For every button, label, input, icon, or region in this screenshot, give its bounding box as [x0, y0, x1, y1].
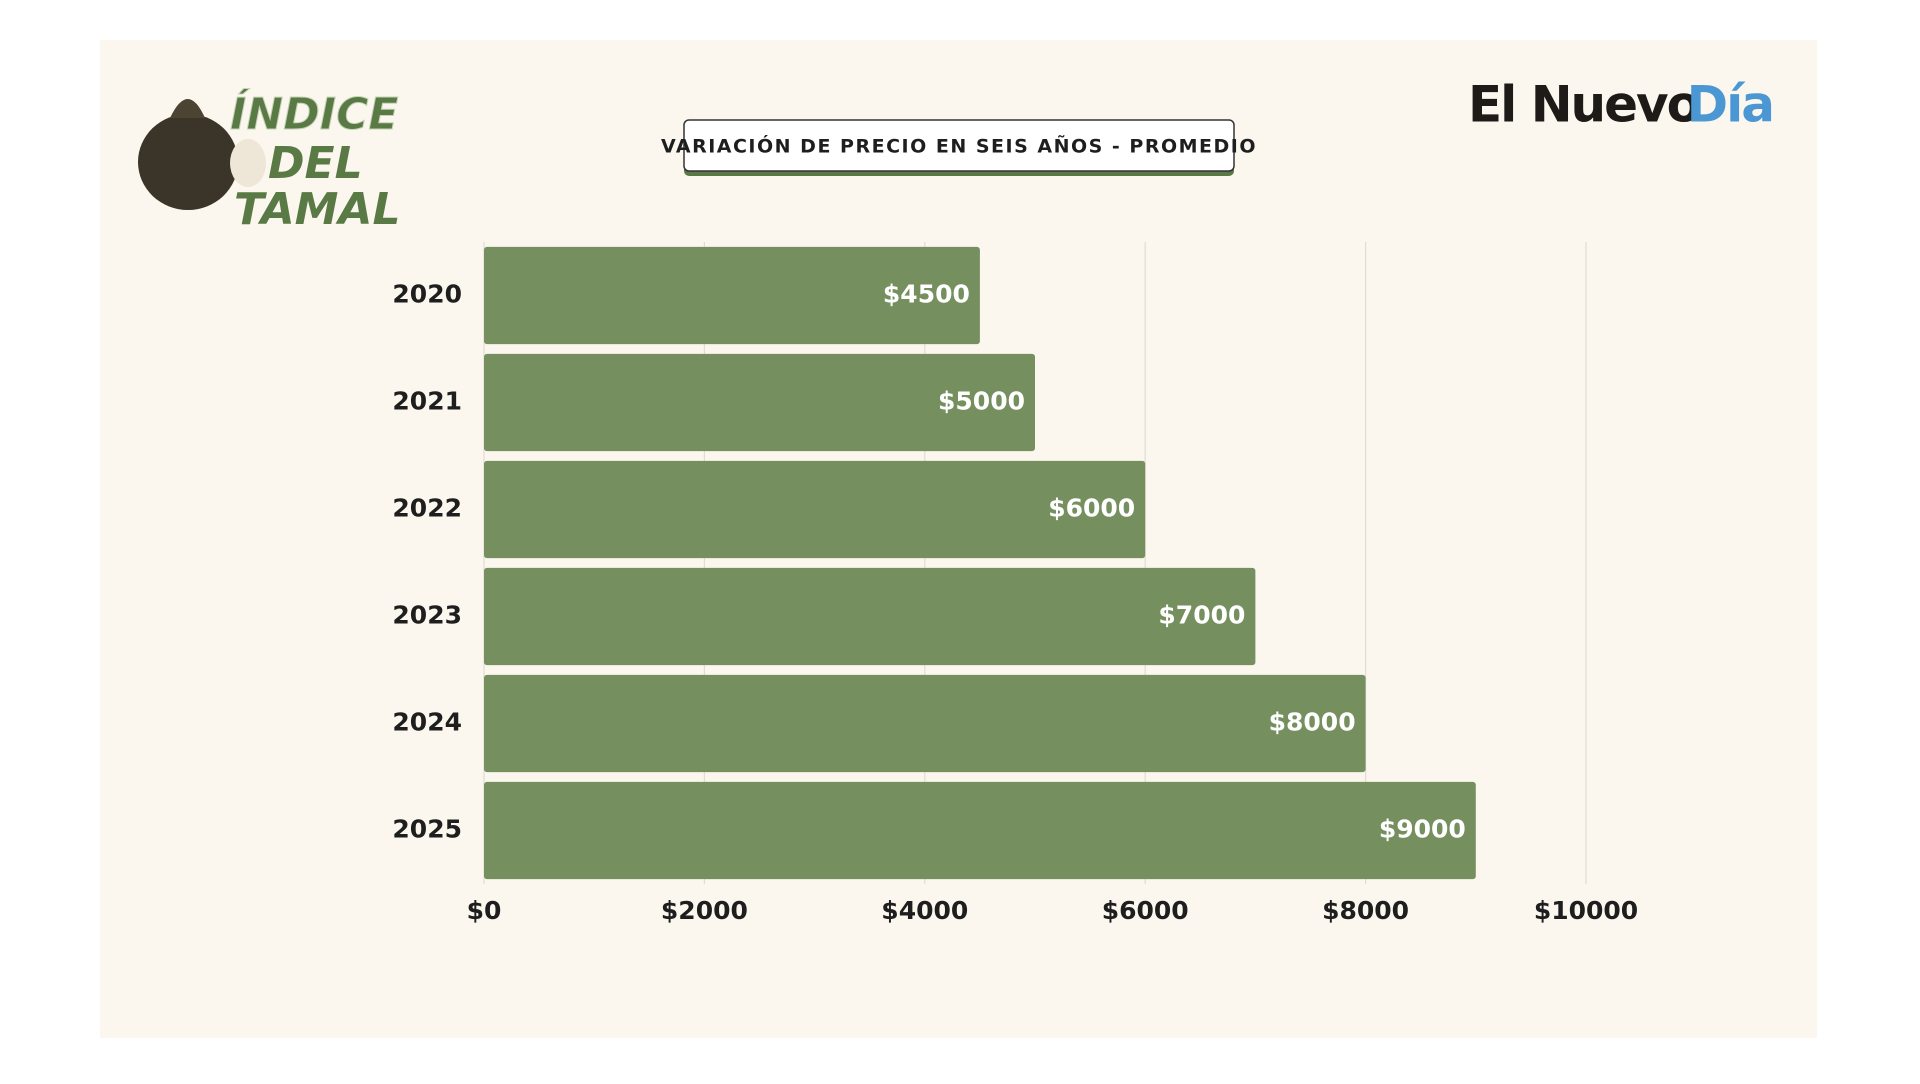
logo: ÍNDICE DEL TAMAL: [230, 87, 401, 236]
value-label: $6000: [1048, 494, 1135, 523]
brand: El Nuevo: [1468, 76, 1700, 134]
y-tick-label: 2022: [392, 494, 462, 523]
x-tick-label: $0: [467, 896, 502, 925]
x-tick-label: $6000: [1102, 896, 1189, 925]
bar: [484, 246, 980, 345]
chart-title: VARIACIÓN DE PRECIO EN SEIS AÑOS - PROME…: [661, 134, 1257, 158]
logo-line: ÍNDICE: [230, 87, 398, 140]
bar: [484, 567, 1256, 666]
x-tick-label: $8000: [1322, 896, 1409, 925]
value-label: $7000: [1158, 601, 1245, 630]
y-tick-label: 2020: [392, 280, 462, 309]
y-tick-label: 2025: [392, 815, 462, 844]
logo-line: DEL: [268, 138, 363, 189]
tamal-icon: [138, 99, 266, 210]
y-tick-label: 2024: [392, 708, 462, 737]
value-label: $8000: [1269, 708, 1356, 737]
y-tick-label: 2023: [392, 601, 462, 630]
value-label: $5000: [938, 387, 1025, 416]
value-label: $4500: [883, 280, 970, 309]
bar: [484, 353, 1035, 452]
value-label: $9000: [1379, 815, 1466, 844]
x-tick-label: $2000: [661, 896, 748, 925]
brand-accent: Día: [1687, 76, 1773, 134]
x-tick-label: $4000: [881, 896, 968, 925]
logo-line: TAMAL: [234, 184, 401, 235]
title-box: [683, 119, 1235, 172]
bar: [484, 781, 1476, 880]
bar: [484, 460, 1146, 559]
y-tick-label: 2021: [392, 387, 462, 416]
bar: [484, 674, 1366, 773]
x-tick-label: $10000: [1534, 896, 1638, 925]
